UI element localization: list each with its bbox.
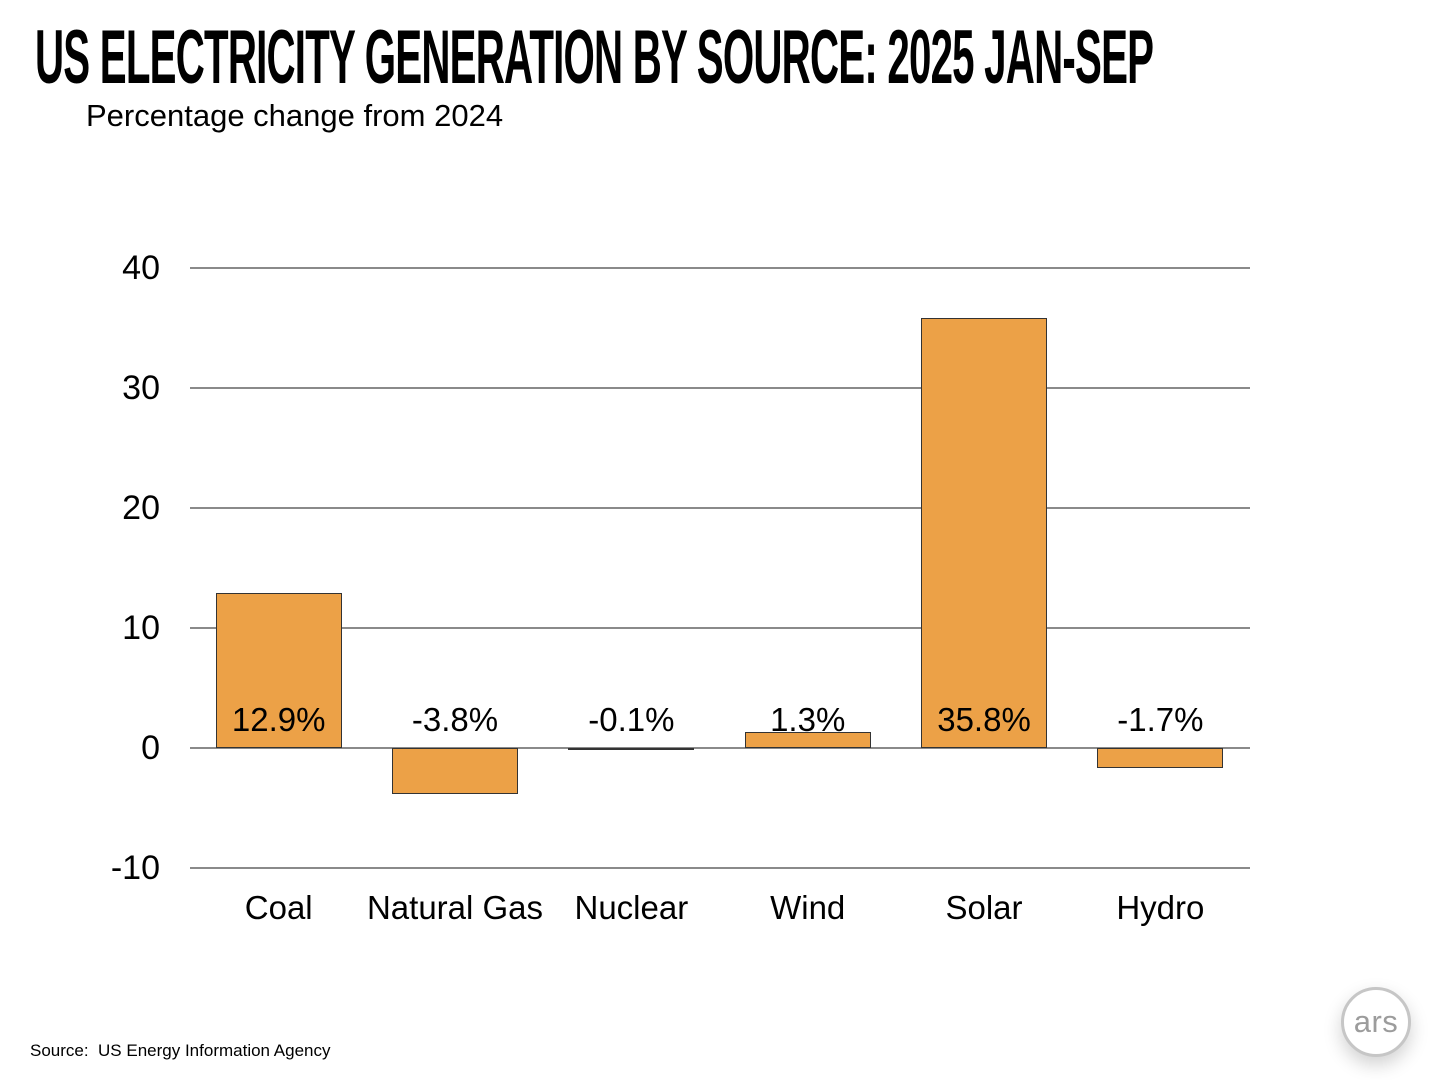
- bar-coal: [215, 593, 342, 748]
- bar-value-label-hydro: -1.7%: [1117, 701, 1204, 738]
- bar-nuclear: [568, 748, 695, 750]
- gridline-y-20: [190, 507, 1250, 509]
- bar-value-label-natural-gas: -3.8%: [411, 701, 499, 738]
- chart-title: US ELECTRICITY GENERATION BY SOURCE: 202…: [35, 15, 1154, 100]
- chart-subtitle: Percentage change from 2024: [86, 98, 504, 133]
- ars-logo-text: ars: [1353, 1004, 1399, 1039]
- bar-natural-gas: [392, 748, 519, 794]
- gridline-y-0: [190, 747, 1250, 749]
- x-axis-category-label-natural-gas: Natural Gas: [366, 889, 544, 926]
- x-axis-category-label-coal: Coal: [244, 889, 313, 926]
- y-axis-tick-label: -10: [110, 849, 160, 887]
- gridline-y-10: [190, 627, 1250, 629]
- bar-value-label-solar: 35.8%: [937, 701, 1031, 738]
- bar-value-label-coal: 12.9%: [231, 701, 326, 738]
- y-axis-tick-label: 40: [122, 249, 160, 287]
- bar-value-label-nuclear: -0.1%: [588, 701, 675, 738]
- x-axis-category-label-wind: Wind: [770, 889, 846, 926]
- bar-chart-plot-area: 40 30 20 10 0 -10 12.9% -3.8% -0.1% 1.3% 35.8% -1.7…: [111, 250, 1250, 926]
- bar-solar: [921, 318, 1048, 748]
- bar-hydro: [1097, 748, 1224, 769]
- bar-value-label-wind: 1.3%: [770, 701, 846, 738]
- y-axis-tick-label: 20: [122, 489, 160, 527]
- x-axis-category-label-hydro: Hydro: [1116, 889, 1205, 926]
- x-axis-category-label-nuclear: Nuclear: [574, 889, 689, 926]
- gridline-y--10: [190, 867, 1250, 869]
- y-axis-tick-label: 10: [122, 609, 160, 647]
- y-axis-tick-label: 30: [122, 369, 160, 407]
- ars-logo: ars: [1341, 987, 1411, 1057]
- gridline-y-30: [190, 387, 1250, 389]
- bar-wind: [744, 732, 871, 748]
- gridline-y-40: [190, 267, 1250, 269]
- x-axis-category-label-solar: Solar: [945, 889, 1023, 926]
- y-axis-tick-label: 0: [141, 729, 160, 767]
- source-attribution: Source: US Energy Information Agency: [30, 1041, 331, 1060]
